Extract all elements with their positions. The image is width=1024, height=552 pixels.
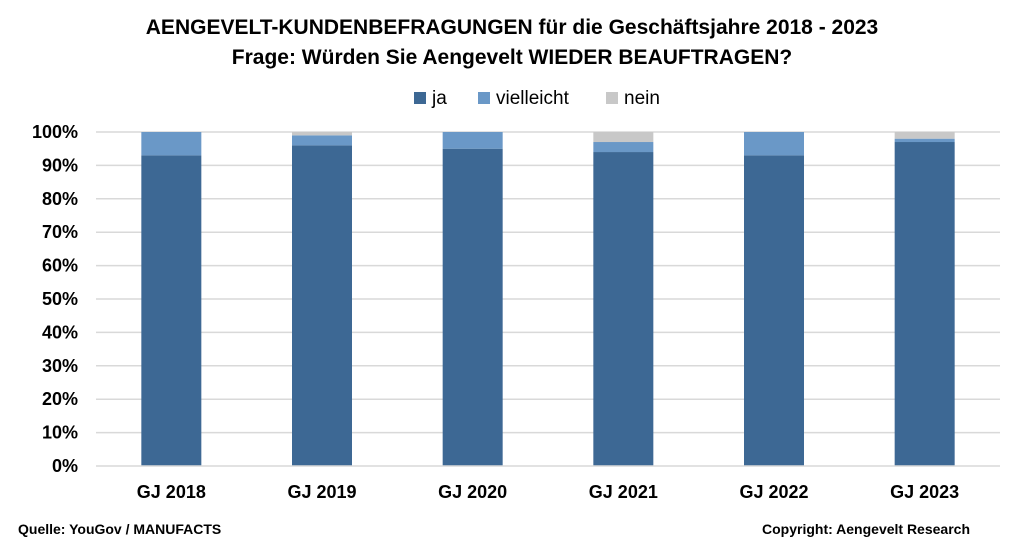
legend-swatch-ja — [414, 92, 426, 104]
y-tick-label: 90% — [42, 155, 78, 175]
y-tick-label: 0% — [52, 456, 78, 476]
y-tick-label: 70% — [42, 222, 78, 242]
y-tick-label: 30% — [42, 356, 78, 376]
legend: ja vielleicht nein — [414, 88, 660, 109]
bar-segment-vielleicht — [744, 132, 804, 156]
copyright-note: Copyright: Aengevelt Research — [762, 521, 970, 537]
bar-segment-nein — [593, 132, 654, 143]
legend-swatch-vielleicht — [478, 92, 490, 104]
y-tick-label: 10% — [42, 423, 78, 443]
legend-swatch-nein — [606, 92, 618, 104]
x-tick-label: GJ 2023 — [890, 482, 959, 502]
x-tick-label: GJ 2021 — [589, 482, 658, 502]
x-axis-ticks: GJ 2018 GJ 2019 GJ 2020 GJ 2021 GJ 2022 GJ 20… — [137, 482, 959, 502]
bar-segment-vielleicht — [141, 132, 202, 156]
bar-segment-nein — [292, 132, 352, 136]
x-tick-label: GJ 2020 — [438, 482, 507, 502]
bar-segment-vielleicht — [292, 135, 352, 146]
bar-segment-nein — [894, 132, 955, 139]
bars — [141, 132, 955, 467]
gridlines — [96, 131, 1000, 434]
bar-segment-ja — [593, 152, 654, 467]
y-tick-label: 100% — [32, 122, 78, 142]
bar-segment-ja — [292, 145, 352, 467]
y-tick-label: 60% — [42, 256, 78, 276]
bar-segment-ja — [894, 142, 955, 466]
legend-label-ja: ja — [431, 88, 447, 109]
chart-subtitle: Frage: Würden Sie Aengevelt WIEDER BEAUF… — [232, 46, 792, 69]
bar-segment-ja — [141, 155, 202, 466]
y-tick-label: 40% — [42, 322, 78, 342]
chart-title: AENGEVELT-KUNDENBEFRAGUNGEN für die Gesc… — [146, 16, 878, 39]
bar-segment-vielleicht — [894, 138, 955, 143]
legend-label-nein: nein — [624, 88, 660, 109]
x-tick-label: GJ 2022 — [739, 482, 808, 502]
y-tick-label: 80% — [42, 189, 78, 209]
y-tick-label: 20% — [42, 389, 78, 409]
legend-label-vielleicht: vielleicht — [496, 88, 570, 109]
bar-segment-ja — [442, 148, 503, 466]
x-tick-label: GJ 2019 — [287, 482, 356, 502]
source-note: Quelle: YouGov / MANUFACTS — [18, 521, 221, 537]
bar-segment-vielleicht — [442, 132, 503, 149]
y-tick-label: 50% — [42, 289, 78, 309]
x-tick-label: GJ 2018 — [137, 482, 206, 502]
bar-segment-vielleicht — [593, 142, 654, 153]
bar-segment-ja — [744, 155, 804, 466]
y-axis-ticks: 0% 10% 20% 30% 40% 50% 60% 70% 80% 90% 100% — [32, 122, 78, 476]
